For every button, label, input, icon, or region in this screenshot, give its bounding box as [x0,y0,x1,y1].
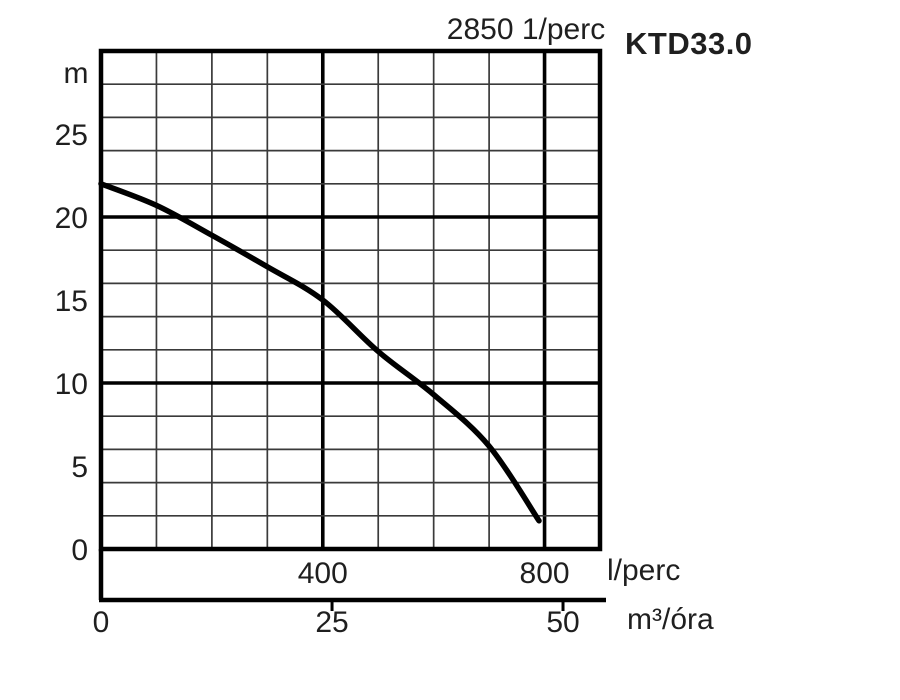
x2-tick-label: 25 [315,606,348,639]
chart-title: 2850 1/perc [446,13,606,46]
x-tick-label: 800 [520,557,570,590]
y-axis-unit-label: m [63,57,89,90]
y-tick-label: 20 [55,202,88,235]
plot-border [98,48,603,552]
y-tick-label: 10 [55,368,88,401]
x2-tick-label: 50 [546,606,579,639]
x2-axis-unit-label: m³/óra [627,603,714,636]
pump-head-curve [98,181,542,524]
x2-tick-label: 0 [93,606,110,639]
y-tick-label: 25 [55,119,88,152]
x-tick-label: 400 [298,557,348,590]
y-tick-label: 5 [71,451,88,484]
y-tick-label: 0 [71,534,88,567]
x-axis-unit-label: l/perc [607,554,681,587]
y-tick-label: 15 [55,285,88,318]
model-label: KTD33.0 [625,26,753,61]
